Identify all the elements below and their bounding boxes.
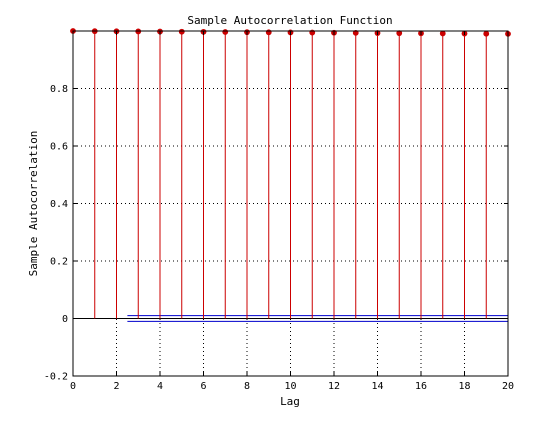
y-tick-label: 0 — [62, 314, 68, 325]
y-tick-label: 0.6 — [50, 142, 68, 153]
y-tick-label: -0.2 — [44, 372, 68, 383]
x-tick-label: 0 — [70, 381, 76, 392]
y-tick-label: 0.2 — [50, 257, 68, 268]
axis-ticks — [72, 31, 509, 377]
chart-title: Sample Autocorrelation Function — [187, 14, 392, 27]
x-tick-label: 8 — [244, 381, 250, 392]
confidence-bounds — [127, 315, 508, 322]
y-tick-label: 0.4 — [50, 199, 68, 210]
stems — [72, 31, 509, 319]
stem-marker — [222, 29, 229, 35]
stem-marker — [483, 30, 490, 37]
x-tick-label: 16 — [415, 381, 427, 392]
x-tick-label: 2 — [113, 381, 119, 392]
x-tick-label: 10 — [284, 381, 296, 392]
stem-marker — [178, 28, 185, 35]
x-tick-label: 6 — [200, 381, 206, 392]
y-tick-label: 0.8 — [50, 84, 68, 95]
x-tick-label: 18 — [458, 381, 470, 392]
x-axis-label: Lag — [280, 395, 300, 408]
stem-marker — [265, 29, 272, 36]
tick-labels: 0 2 4 6 8 10 12 14 16 18 20-0.200.20.40.60.8 — [44, 84, 514, 392]
y-axis-label: Sample Autocorrelation — [27, 131, 40, 277]
x-tick-label: 4 — [157, 381, 163, 392]
stem-marker — [439, 30, 446, 37]
stem-marker — [352, 29, 359, 36]
x-tick-label: 14 — [371, 381, 383, 392]
x-tick-label: 20 — [502, 381, 514, 392]
x-tick-label: 12 — [328, 381, 340, 392]
